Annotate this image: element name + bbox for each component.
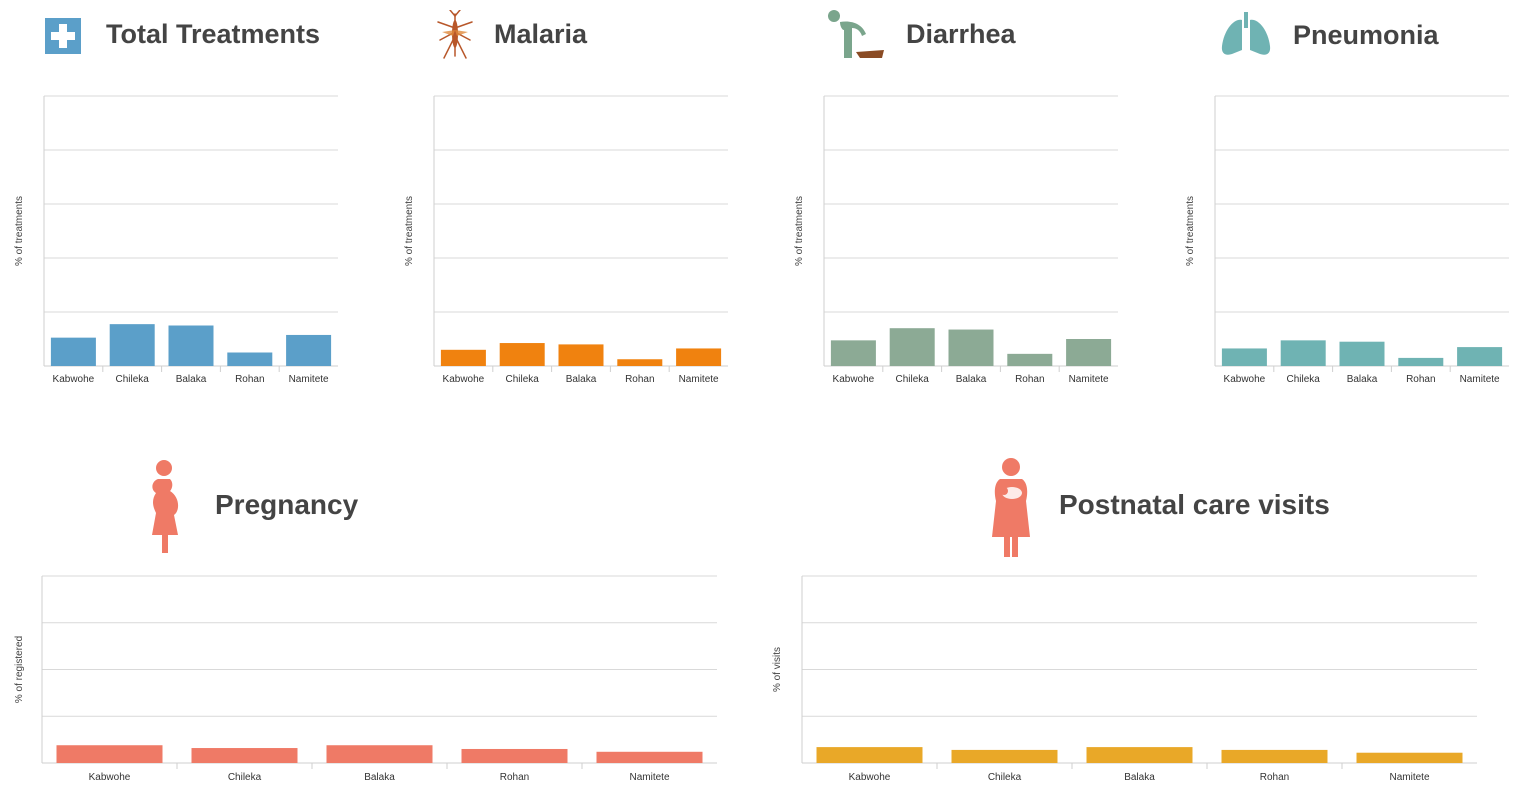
- bar-kabwohe: [816, 747, 923, 763]
- bar-namitete: [1066, 339, 1112, 366]
- bar-balaka: [168, 325, 214, 366]
- x-tick-label: Chileka: [506, 374, 540, 385]
- x-tick-label: Balaka: [176, 374, 207, 385]
- x-tick-label: Chileka: [988, 772, 1022, 783]
- bar-kabwohe: [50, 337, 96, 366]
- x-tick-label: Namitete: [1389, 772, 1429, 783]
- x-tick-label: Kabwohe: [1224, 374, 1266, 385]
- bar-chileka: [191, 748, 298, 763]
- bar-rohan: [1398, 357, 1444, 366]
- bar-rohan: [1221, 749, 1328, 763]
- chart-title-diarrhea: Diarrhea: [906, 19, 1016, 49]
- x-tick-label: Rohan: [1260, 772, 1289, 783]
- y-axis-label: % of visits: [772, 647, 783, 692]
- bar-namitete: [286, 334, 332, 366]
- bar-namitete: [1356, 752, 1463, 763]
- bar-namitete: [596, 751, 703, 763]
- y-axis-label: % of treatments: [14, 196, 25, 266]
- chart-title-pregnancy: Pregnancy: [215, 489, 359, 520]
- y-axis-label: % of treatments: [794, 196, 805, 266]
- x-tick-label: Balaka: [1124, 772, 1155, 783]
- x-tick-label: Balaka: [1347, 374, 1378, 385]
- pregnant-woman-icon: [144, 459, 184, 560]
- x-tick-label: Balaka: [364, 772, 395, 783]
- x-tick-label: Kabwohe: [849, 772, 891, 783]
- bar-kabwohe: [1221, 348, 1267, 366]
- x-tick-label: Kabwohe: [89, 772, 131, 783]
- bar-rohan: [1007, 353, 1053, 366]
- bar-namitete: [676, 348, 722, 366]
- bar-balaka: [1086, 747, 1193, 763]
- bar-rohan: [617, 359, 663, 366]
- y-axis-label: % of treatments: [1185, 196, 1196, 266]
- x-tick-label: Rohan: [235, 374, 264, 385]
- x-tick-label: Rohan: [1406, 374, 1435, 385]
- bar-kabwohe: [440, 349, 486, 366]
- x-tick-label: Chileka: [1287, 374, 1321, 385]
- chart-title-pneumonia: Pneumonia: [1293, 20, 1439, 50]
- x-tick-label: Chileka: [116, 374, 150, 385]
- chart-title-malaria: Malaria: [494, 19, 588, 49]
- bar-chileka: [951, 749, 1058, 763]
- x-tick-label: Chileka: [896, 374, 930, 385]
- bar-chileka: [1280, 340, 1326, 366]
- x-tick-label: Namitete: [629, 772, 669, 783]
- bar-chileka: [499, 343, 545, 366]
- bar-balaka: [1339, 341, 1385, 366]
- x-tick-label: Namitete: [289, 374, 329, 385]
- x-tick-label: Balaka: [566, 374, 597, 385]
- x-tick-label: Kabwohe: [53, 374, 95, 385]
- x-tick-label: Rohan: [500, 772, 529, 783]
- bar-kabwohe: [830, 340, 876, 366]
- x-tick-label: Rohan: [1015, 374, 1044, 385]
- bar-rohan: [227, 352, 273, 366]
- x-tick-label: Namitete: [1069, 374, 1109, 385]
- chart-title-total: Total Treatments: [106, 19, 321, 49]
- x-tick-label: Namitete: [679, 374, 719, 385]
- mother-with-baby-icon: [990, 457, 1032, 564]
- bar-kabwohe: [56, 745, 163, 763]
- bar-balaka: [326, 745, 433, 763]
- x-tick-label: Kabwohe: [443, 374, 485, 385]
- y-axis-label: % of registered: [14, 636, 25, 703]
- x-tick-label: Balaka: [956, 374, 987, 385]
- person-vomiting-icon: [826, 8, 886, 67]
- y-axis-label: % of treatments: [404, 196, 415, 266]
- chart-title-postnatal: Postnatal care visits: [1059, 489, 1330, 520]
- medical-cross-icon: [45, 18, 81, 59]
- bar-chileka: [889, 328, 935, 366]
- x-tick-label: Namitete: [1460, 374, 1500, 385]
- x-tick-label: Chileka: [228, 772, 262, 783]
- lungs-icon: [1220, 12, 1272, 61]
- x-tick-label: Rohan: [625, 374, 654, 385]
- bar-balaka: [948, 329, 994, 366]
- x-tick-label: Kabwohe: [833, 374, 875, 385]
- mosquito-icon: [434, 9, 476, 67]
- bar-chileka: [109, 324, 155, 366]
- bar-balaka: [558, 344, 604, 366]
- bar-namitete: [1457, 347, 1503, 366]
- bar-rohan: [461, 748, 568, 763]
